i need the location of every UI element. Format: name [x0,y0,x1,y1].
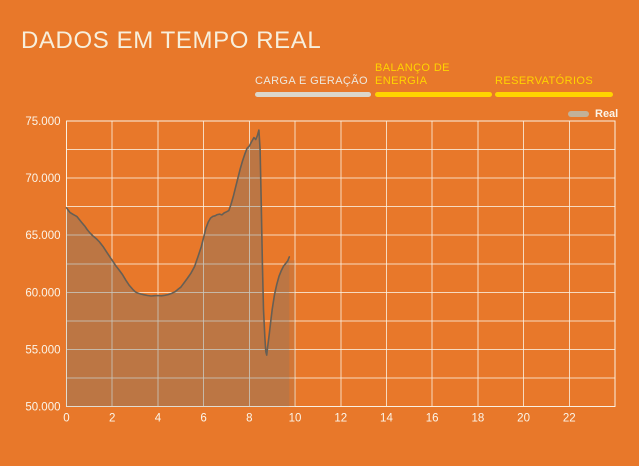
tab-reservatorios-label: RESERVATÓRIOS [495,75,594,87]
x-axis-tick-label: 8 [246,413,252,425]
tab-balanco-de-energia-label: BALANÇO DE ENERGIA [375,62,450,87]
x-axis-tick-label: 22 [563,413,576,425]
legend-item-real[interactable]: Real [568,107,618,121]
tab-balanco-de-energia-underline [375,92,492,97]
y-axis-tick-label: 75.000 [25,116,60,128]
x-axis-tick-label: 18 [471,413,484,425]
x-axis-tick-label: 0 [63,413,69,425]
x-axis: 0 2 4 6 8 10 12 14 16 18 20 22 [63,413,575,425]
x-axis-tick-label: 14 [380,413,393,425]
live-edge-fade [289,260,296,407]
y-axis-tick-label: 70.000 [25,173,60,185]
x-axis-tick-label: 12 [334,413,347,425]
area-series-real [66,130,290,407]
x-axis-tick-label: 10 [289,413,302,425]
x-axis-tick-label: 6 [200,413,206,425]
tab-carga-e-geracao-underline [255,92,371,97]
y-axis-tick-label: 50.000 [25,402,60,414]
x-axis-tick-label: 20 [517,413,530,425]
legend-swatch-real [568,111,589,117]
plot-frame [65,120,616,408]
tab-carga-e-geracao[interactable]: CARGA E GERAÇÃO [255,52,371,97]
y-axis-tick-label: 55.000 [25,344,60,356]
x-axis-tick-label: 16 [426,413,439,425]
y-axis: 50.000 55.000 60.000 65.000 70.000 75.000 [25,116,60,414]
tab-reservatorios-underline [495,92,613,97]
tab-reservatorios[interactable]: RESERVATÓRIOS [495,52,613,97]
line-series-real [65,129,291,356]
tab-carga-e-geracao-label: CARGA E GERAÇÃO [255,75,368,87]
x-axis-tick-label: 4 [155,413,162,425]
tab-balanco-de-energia[interactable]: BALANÇO DE ENERGIA [375,52,492,97]
y-axis-tick-label: 65.000 [25,230,60,242]
y-axis-tick-label: 60.000 [25,287,60,299]
page-title: DADOS EM TEMPO REAL [21,27,322,54]
x-axis-tick-label: 2 [109,413,115,425]
legend-label-real: Real [595,108,619,120]
